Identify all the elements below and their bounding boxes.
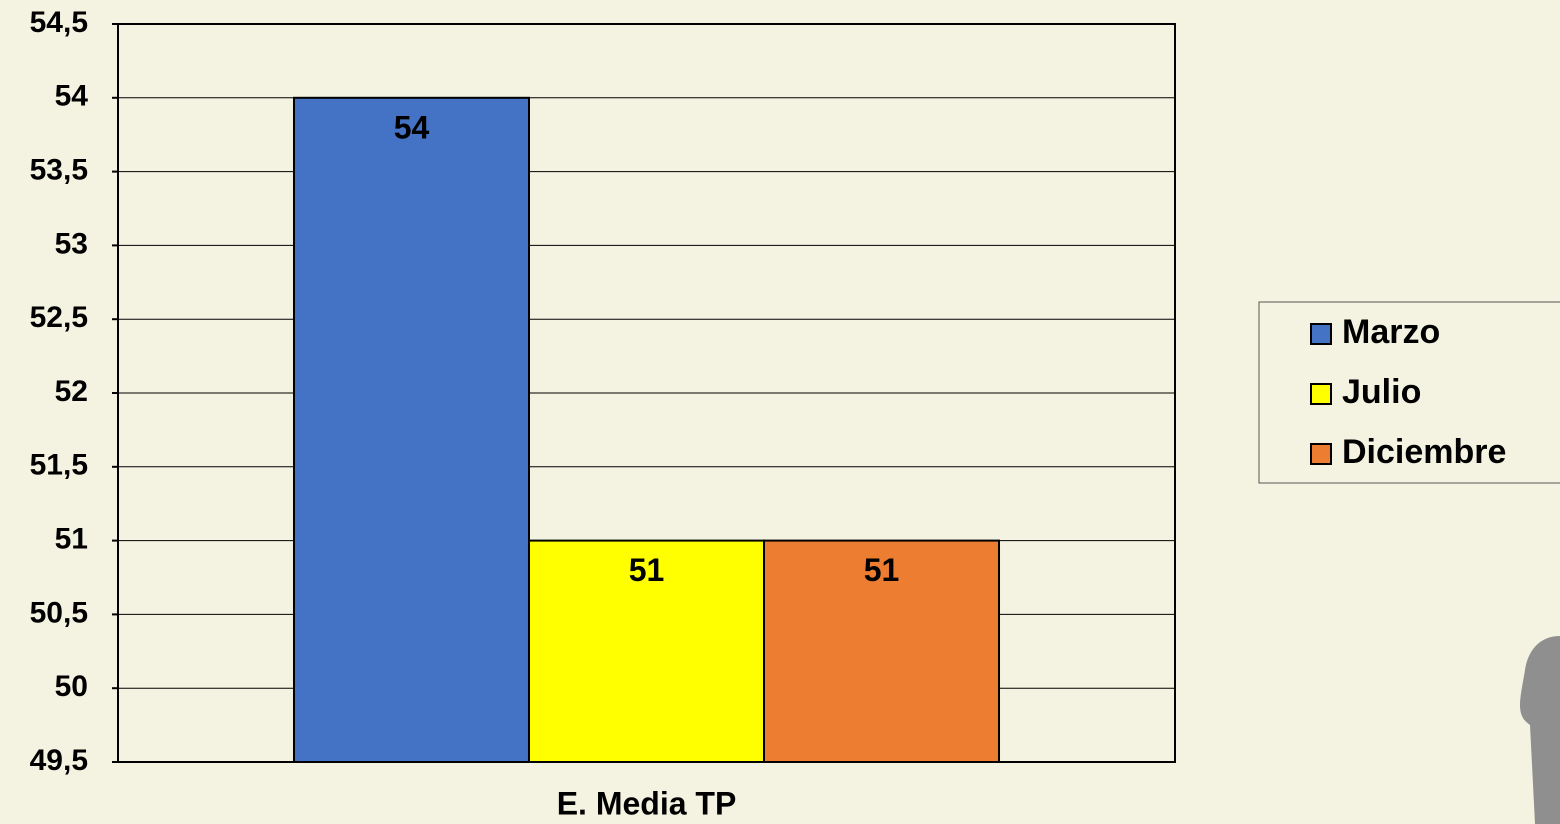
y-tick-label: 54,5: [30, 6, 88, 39]
y-tick-label: 52: [55, 375, 88, 408]
legend-label: Julio: [1342, 373, 1421, 411]
y-tick-label: 53,5: [30, 154, 88, 187]
legend-swatch: [1311, 444, 1331, 464]
y-tick-label: 50,5: [30, 596, 88, 629]
y-tick-label: 52,5: [30, 301, 88, 334]
chart: 49,5 50 50,5 51 51,5 52 52,5 53 53,5 54 54,5 E. Med…: [0, 0, 1560, 824]
legend-swatch: [1311, 324, 1331, 344]
y-tick-label: 50: [55, 670, 88, 703]
legend-label: Diciembre: [1342, 433, 1506, 471]
bar: [294, 98, 529, 762]
y-tick-label: 51,5: [30, 449, 88, 482]
data-label: 54: [394, 109, 430, 145]
decoration: [1520, 636, 1560, 824]
x-tick-label: E. Media TP: [557, 785, 737, 821]
y-tick-label: 49,5: [30, 744, 88, 777]
y-tick-label: 54: [55, 80, 89, 113]
y-tick-label: 51: [55, 523, 88, 556]
data-label: 51: [864, 552, 900, 588]
y-tick-label: 53: [55, 227, 88, 260]
data-label: 51: [629, 552, 665, 588]
legend-label: Marzo: [1342, 313, 1440, 351]
legend-swatch: [1311, 384, 1331, 404]
